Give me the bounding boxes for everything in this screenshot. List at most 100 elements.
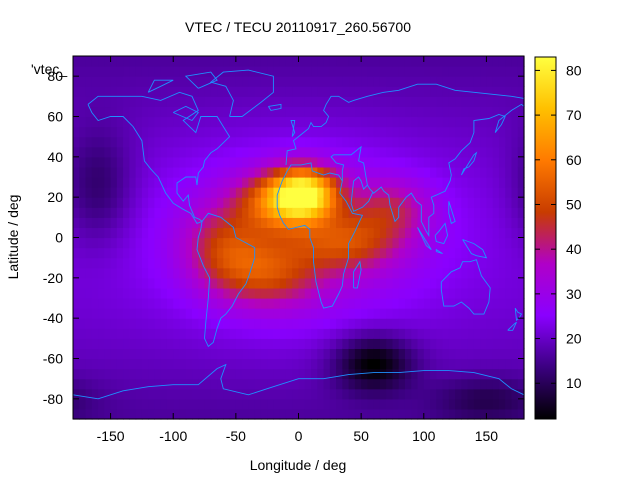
- heat-cell: [248, 116, 256, 128]
- heat-cell: [323, 237, 331, 249]
- heat-cell: [160, 408, 168, 420]
- heat-cell: [254, 338, 262, 350]
- heat-cell: [486, 338, 494, 350]
- y-tick-label: -40: [43, 310, 63, 326]
- heat-cell: [91, 368, 99, 380]
- heat-cell: [298, 338, 306, 350]
- heat-cell: [348, 338, 356, 350]
- heat-cell: [455, 207, 462, 218]
- heat-cell: [198, 227, 206, 239]
- heat-cell: [448, 76, 456, 87]
- heat-cell: [342, 116, 350, 128]
- heat-cell: [386, 388, 394, 400]
- y-tick-label: 80: [47, 68, 63, 84]
- heat-cell: [323, 156, 331, 168]
- heat-cell: [498, 76, 506, 87]
- heat-cell: [273, 116, 281, 128]
- heat-cell: [273, 398, 281, 410]
- heat-cell: [467, 408, 475, 420]
- heat-cell: [442, 156, 450, 168]
- heat-cell: [323, 86, 331, 97]
- heat-cell: [417, 388, 425, 400]
- heat-cell: [311, 237, 318, 249]
- heat-cell: [204, 106, 212, 118]
- heat-cell: [311, 378, 318, 390]
- heat-cell: [517, 227, 525, 239]
- heat-cell: [116, 116, 124, 128]
- heat-cell: [223, 207, 231, 218]
- heat-cell: [473, 368, 481, 380]
- heat-cell: [91, 227, 99, 239]
- heat-cell: [179, 217, 187, 229]
- heat-cell: [411, 146, 419, 158]
- heat-cell: [198, 237, 206, 249]
- heat-cell: [455, 86, 462, 97]
- heat-cell: [492, 378, 500, 390]
- heat-cell: [141, 237, 149, 249]
- heat-cell: [361, 207, 368, 218]
- heat-cell: [442, 116, 450, 128]
- heat-cell: [110, 86, 118, 97]
- heat-cell: [148, 96, 156, 108]
- heat-cell: [229, 116, 237, 128]
- heat-cell: [473, 277, 481, 289]
- colorbar-tick-label: 70: [566, 107, 582, 123]
- heat-cell: [411, 86, 419, 97]
- heat-cell: [160, 338, 168, 350]
- x-tick-label: 50: [353, 428, 369, 444]
- heat-cell: [417, 106, 425, 118]
- heat-cell: [348, 96, 356, 108]
- heat-cell: [417, 247, 425, 259]
- colorbar-tick-label: 50: [566, 196, 582, 212]
- heat-cell: [116, 207, 124, 218]
- heat-cell: [467, 207, 475, 218]
- heat-cell: [505, 106, 513, 118]
- heat-cell: [448, 308, 456, 319]
- heat-cell: [473, 308, 481, 319]
- heat-cell: [210, 308, 218, 319]
- coastline: [196, 212, 256, 348]
- heat-cell: [104, 308, 112, 319]
- heat-cell: [505, 267, 513, 279]
- heat-cell: [210, 257, 218, 269]
- heat-cell: [398, 177, 406, 188]
- heat-cell: [505, 308, 513, 319]
- heat-cell: [198, 277, 206, 289]
- heat-cell: [279, 66, 287, 77]
- heat-cell: [141, 227, 149, 239]
- heat-cell: [392, 237, 400, 249]
- heat-cell: [292, 398, 300, 410]
- colorbar-tick-label: 20: [566, 331, 582, 347]
- heat-cell: [135, 96, 143, 108]
- heat-cell: [173, 267, 181, 279]
- heat-cell: [367, 197, 375, 208]
- heat-cell: [392, 66, 400, 77]
- heat-cell: [123, 66, 130, 77]
- heat-cell: [254, 277, 262, 289]
- heat-cell: [173, 318, 181, 329]
- heat-cell: [473, 116, 481, 128]
- heat-cell: [123, 398, 130, 410]
- heat-cell: [311, 187, 318, 198]
- heat-cell: [85, 197, 93, 208]
- heat-cell: [229, 408, 237, 420]
- heat-cell: [123, 247, 130, 259]
- heat-cell: [129, 56, 137, 67]
- heat-cell: [135, 247, 143, 259]
- heat-cell: [511, 156, 519, 168]
- heat-cell: [304, 217, 312, 229]
- heat-cell: [285, 328, 293, 339]
- heat-cell: [73, 287, 80, 299]
- heat-cell: [229, 76, 237, 87]
- heat-cell: [141, 136, 149, 148]
- heat-cell: [342, 106, 350, 118]
- heat-cell: [486, 308, 494, 319]
- heat-cell: [436, 96, 444, 108]
- heat-cell: [423, 318, 431, 329]
- heat-cell: [248, 197, 256, 208]
- heat-cell: [336, 126, 343, 138]
- y-tick-label: 0: [55, 230, 63, 246]
- heat-cell: [473, 338, 481, 350]
- heat-cell: [104, 227, 112, 239]
- heat-cell: [273, 187, 281, 198]
